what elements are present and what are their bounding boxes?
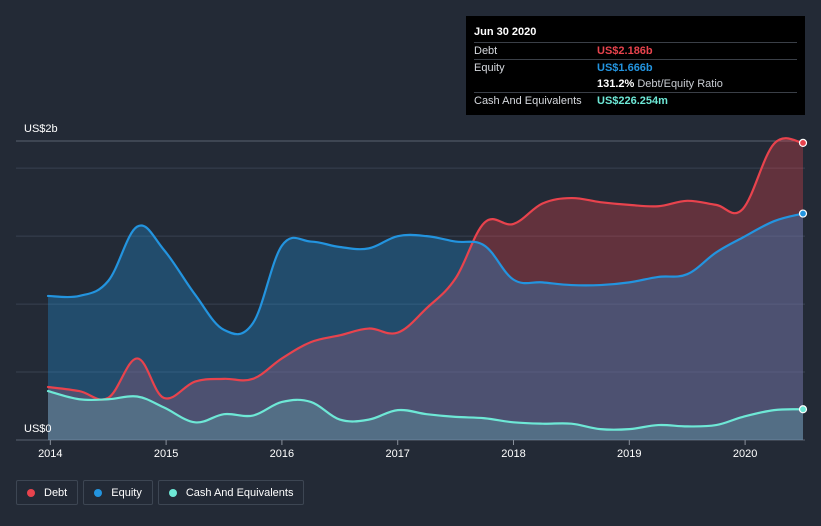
- cash-line: [46, 389, 805, 431]
- equity-area: [48, 213, 803, 440]
- tooltip-row-debt: Debt US$2.186b: [474, 42, 797, 59]
- debt-area: [48, 138, 803, 440]
- legend-equity[interactable]: Equity: [83, 480, 153, 505]
- tooltip-debt-value: US$2.186b: [597, 45, 653, 57]
- tooltip-ratio-value: 131.2%: [597, 78, 635, 90]
- endpoints: [798, 138, 808, 414]
- legend-debt-label: Debt: [44, 486, 68, 499]
- tooltip-row-ratio: 131.2% Debt/Equity Ratio: [474, 76, 797, 92]
- lines: [46, 137, 805, 431]
- legend-cash-label: Cash And Equivalents: [185, 486, 294, 499]
- tooltip-date: Jun 30 2020: [474, 26, 537, 38]
- legend-cash-dot-icon: [168, 488, 177, 497]
- tooltip-ratio-label: Debt/Equity Ratio: [637, 78, 723, 90]
- legend: Debt Equity Cash And Equivalents: [16, 480, 305, 505]
- legend-debt[interactable]: Debt: [16, 480, 79, 505]
- areas: [48, 138, 803, 440]
- tooltip-equity-label: Equity: [474, 62, 505, 74]
- legend-debt-dot-icon: [27, 488, 35, 497]
- cash-area: [48, 391, 803, 440]
- tooltip-cash-label: Cash And Equivalents: [474, 95, 582, 107]
- tooltip-row-cash: Cash And Equivalents US$226.254m: [474, 92, 797, 109]
- equity-line: [46, 212, 805, 336]
- x-tick-label: 2015: [154, 448, 178, 460]
- x-axis: 2014 2015 2016 2017 2018 2019 2020: [38, 440, 757, 460]
- legend-equity-dot-icon: [94, 488, 103, 497]
- tooltip-debt-label: Debt: [474, 45, 498, 57]
- tooltip-row-equity: Equity US$1.666b: [474, 59, 797, 76]
- legend-cash[interactable]: Cash And Equivalents: [157, 480, 305, 505]
- debt-endpoint[interactable]: [798, 138, 808, 148]
- y-axis: US$2b US$0: [24, 123, 58, 435]
- y-tick-label: US$2b: [24, 123, 58, 135]
- debt-line: [46, 137, 805, 401]
- x-tick-label: 2014: [38, 448, 62, 460]
- x-tick-label: 2016: [270, 448, 294, 460]
- equity-endpoint[interactable]: [798, 209, 808, 218]
- legend-equity-label: Equity: [111, 486, 142, 499]
- tooltip-equity-value: US$1.666b: [597, 62, 653, 74]
- x-tick-label: 2020: [733, 448, 757, 460]
- x-tick-label: 2019: [617, 448, 641, 460]
- tooltip: Jun 30 2020 Debt US$2.186b Equity US$1.6…: [466, 16, 805, 115]
- x-tick-label: 2017: [385, 448, 409, 460]
- x-tick-label: 2018: [501, 448, 525, 460]
- cash-endpoint[interactable]: [798, 405, 808, 414]
- y-tick-label: US$0: [24, 423, 52, 435]
- tooltip-cash-value: US$226.254m: [597, 95, 668, 107]
